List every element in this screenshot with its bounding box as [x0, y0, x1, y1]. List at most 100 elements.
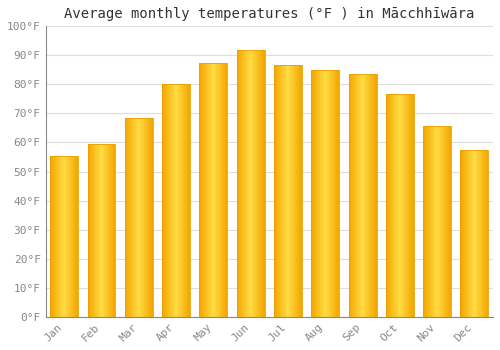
Bar: [462, 150, 463, 317]
Bar: [174, 84, 175, 317]
Bar: [360, 74, 361, 317]
Bar: [204, 63, 205, 317]
Bar: [367, 74, 368, 317]
Bar: [128, 118, 130, 317]
Bar: [105, 144, 106, 317]
Bar: [293, 65, 294, 317]
Bar: [258, 50, 259, 317]
Bar: [104, 144, 105, 317]
Bar: [280, 65, 281, 317]
Bar: [282, 65, 283, 317]
Bar: [471, 150, 472, 317]
Bar: [62, 156, 63, 317]
Bar: [319, 70, 320, 317]
Bar: [403, 94, 404, 317]
Bar: [137, 118, 138, 317]
Bar: [76, 156, 77, 317]
Bar: [354, 74, 356, 317]
Bar: [200, 63, 228, 317]
Bar: [253, 50, 254, 317]
Bar: [206, 63, 207, 317]
Bar: [406, 94, 407, 317]
Bar: [387, 94, 388, 317]
Bar: [60, 156, 61, 317]
Bar: [126, 118, 127, 317]
Bar: [125, 118, 153, 317]
Bar: [146, 118, 147, 317]
Bar: [72, 156, 73, 317]
Bar: [236, 50, 237, 317]
Bar: [88, 144, 89, 317]
Bar: [472, 150, 474, 317]
Bar: [331, 70, 332, 317]
Bar: [254, 50, 255, 317]
Bar: [337, 70, 338, 317]
Bar: [170, 84, 171, 317]
Bar: [212, 63, 213, 317]
Bar: [476, 150, 477, 317]
Bar: [182, 84, 183, 317]
Bar: [93, 144, 94, 317]
Bar: [434, 126, 435, 317]
Bar: [287, 65, 288, 317]
Bar: [214, 63, 215, 317]
Bar: [301, 65, 302, 317]
Bar: [353, 74, 354, 317]
Bar: [59, 156, 60, 317]
Bar: [366, 74, 367, 317]
Bar: [140, 118, 141, 317]
Bar: [145, 118, 146, 317]
Bar: [186, 84, 188, 317]
Bar: [286, 65, 287, 317]
Bar: [139, 118, 140, 317]
Bar: [401, 94, 402, 317]
Bar: [402, 94, 403, 317]
Bar: [300, 65, 301, 317]
Bar: [463, 150, 464, 317]
Bar: [330, 70, 331, 317]
Bar: [53, 156, 54, 317]
Bar: [292, 65, 293, 317]
Bar: [259, 50, 260, 317]
Bar: [61, 156, 62, 317]
Bar: [446, 126, 447, 317]
Bar: [350, 74, 351, 317]
Bar: [370, 74, 371, 317]
Bar: [484, 150, 485, 317]
Bar: [248, 50, 249, 317]
Bar: [405, 94, 406, 317]
Bar: [395, 94, 396, 317]
Bar: [481, 150, 482, 317]
Bar: [361, 74, 362, 317]
Bar: [205, 63, 206, 317]
Bar: [108, 144, 109, 317]
Bar: [257, 50, 258, 317]
Bar: [450, 126, 451, 317]
Bar: [141, 118, 142, 317]
Bar: [336, 70, 337, 317]
Bar: [162, 84, 163, 317]
Bar: [279, 65, 280, 317]
Bar: [115, 144, 116, 317]
Bar: [256, 50, 257, 317]
Bar: [483, 150, 484, 317]
Bar: [142, 118, 144, 317]
Bar: [386, 94, 387, 317]
Bar: [77, 156, 78, 317]
Bar: [144, 118, 145, 317]
Bar: [295, 65, 296, 317]
Bar: [135, 118, 136, 317]
Bar: [175, 84, 176, 317]
Bar: [281, 65, 282, 317]
Bar: [224, 63, 225, 317]
Bar: [445, 126, 446, 317]
Bar: [327, 70, 328, 317]
Bar: [408, 94, 409, 317]
Bar: [218, 63, 219, 317]
Bar: [255, 50, 256, 317]
Bar: [431, 126, 432, 317]
Bar: [69, 156, 70, 317]
Bar: [51, 156, 52, 317]
Bar: [432, 126, 433, 317]
Bar: [368, 74, 369, 317]
